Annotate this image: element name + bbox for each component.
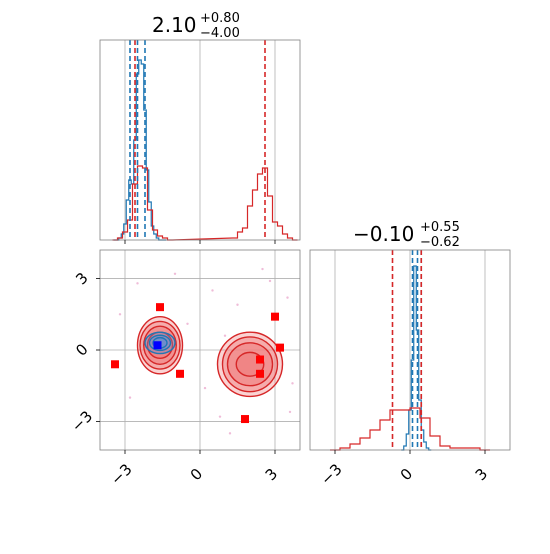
marker-4: [256, 355, 264, 364]
top-gridlines: [124, 40, 276, 240]
scatter-xtick-label-2: 3: [262, 465, 281, 484]
scatter-ytick-label-1: 0: [72, 340, 91, 359]
scatter-point-1: [173, 272, 177, 276]
scatter-point-0: [136, 282, 139, 285]
scatter-ytick-label-2: −3: [68, 407, 96, 435]
right-tick-label-2: 3: [472, 465, 491, 484]
top-title-upper: +0.80: [200, 11, 240, 26]
marker-7: [276, 343, 284, 352]
top-title-value: 2.10: [152, 13, 197, 37]
right-panel-title: −0.10 +0.55 −0.62: [353, 220, 460, 250]
scatter-gridlines: [100, 250, 300, 450]
scatter-point-15: [203, 386, 207, 390]
right-histogram-series: [330, 265, 490, 451]
scatter-point-14: [128, 396, 132, 399]
histogram-panel-right: −3 0 3: [309, 249, 511, 489]
scatter-point-4: [286, 296, 289, 299]
marker-8: [153, 341, 162, 350]
top-quantile-lines: [129, 40, 266, 240]
scatter-points: [118, 267, 294, 435]
scatter-point-2: [211, 289, 214, 292]
scatter-point-11: [268, 279, 272, 283]
scatter-point-9: [186, 322, 189, 326]
right-title-value: −0.10: [353, 222, 414, 246]
scatter-xtick-label-1: 0: [187, 465, 206, 484]
scatter-xtick-label-0: −3: [107, 460, 135, 488]
scatter-point-3: [261, 267, 264, 271]
histogram-panel-top: [99, 39, 301, 244]
scatter-point-12: [291, 382, 294, 385]
marker-6: [271, 312, 279, 321]
top-x-ticks: [124, 240, 276, 244]
marker-2: [176, 369, 184, 378]
scatter-point-10: [223, 334, 227, 337]
scatter-point-8: [288, 410, 292, 414]
top-panel-title: 2.10 +0.80 −4.00: [152, 11, 240, 41]
scatter-point-5: [118, 313, 122, 316]
top-series-0-step: [113, 59, 167, 241]
right-title-upper: +0.55: [420, 220, 460, 235]
top-series-1-step: [112, 165, 298, 241]
right-tick-label-0: −3: [317, 460, 345, 488]
scatter-panel: −3 0 3 3 0 −3: [68, 249, 301, 489]
scatter-ytick-label-0: 3: [72, 269, 91, 288]
marker-3: [241, 415, 249, 424]
scatter-point-7: [228, 432, 232, 435]
marker-1: [156, 303, 164, 312]
right-series-0-step: [401, 265, 432, 451]
right-x-ticks: −3 0 3: [317, 450, 491, 489]
marker-0: [111, 360, 119, 369]
right-quantile-lines: [391, 250, 423, 450]
scatter-markers: [111, 303, 284, 424]
scatter-point-13: [236, 303, 239, 306]
marker-5: [256, 369, 264, 378]
right-title-lower: −0.62: [420, 235, 460, 250]
top-title-lower: −4.00: [200, 26, 240, 41]
right-gridlines: [334, 250, 486, 450]
right-series-1-step: [330, 407, 490, 451]
top-histogram-series: [112, 59, 298, 241]
scatter-point-6: [218, 415, 222, 418]
right-tick-label-1: 0: [397, 465, 416, 484]
